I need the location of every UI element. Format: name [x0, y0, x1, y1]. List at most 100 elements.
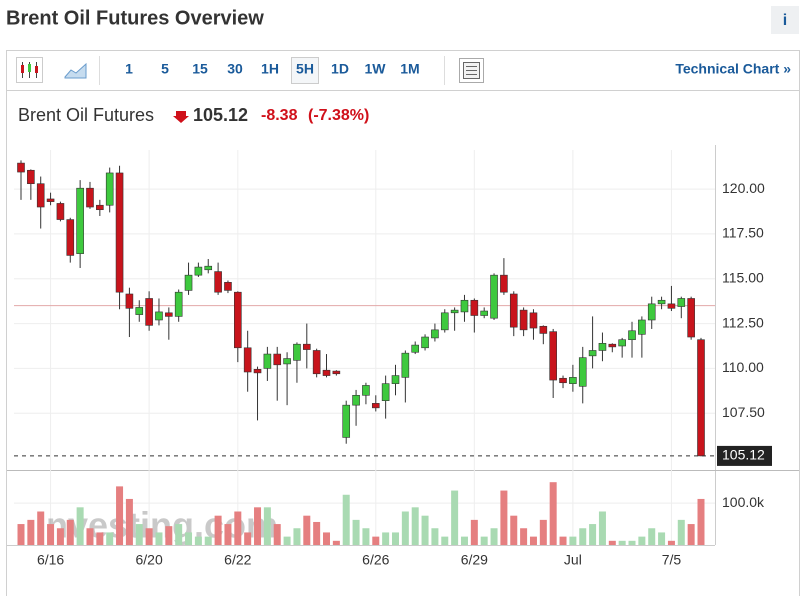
volume-bar: [667, 540, 675, 545]
info-icon[interactable]: i: [783, 12, 787, 29]
candle-body: [569, 377, 577, 384]
candle-body: [470, 299, 479, 316]
volume-bar: [66, 519, 74, 545]
candle-body: [27, 169, 35, 185]
volume-bar: [529, 536, 537, 545]
volume-bar: [165, 526, 173, 545]
candle-body: [490, 274, 498, 319]
candle-body: [273, 353, 282, 366]
interval-button[interactable]: 30: [227, 61, 243, 77]
candle-body: [460, 299, 469, 313]
volume-bar: [618, 540, 626, 545]
interval-button[interactable]: 1W: [365, 61, 387, 77]
candle-body: [440, 312, 449, 331]
table-icon[interactable]: [459, 58, 484, 83]
volume-bar: [76, 507, 84, 545]
y-tick-label: 120.00: [722, 180, 765, 196]
candle-body: [638, 319, 646, 335]
candle-body: [243, 347, 252, 373]
candle-body: [657, 299, 666, 305]
y-tick-label: 110.00: [722, 359, 764, 375]
candle-body: [332, 370, 341, 375]
volume-bar: [332, 540, 340, 545]
volume-bar: [37, 511, 45, 545]
y-tick-label: 117.50: [722, 225, 764, 241]
x-tick-label: 7/5: [662, 552, 682, 568]
technical-chart-link[interactable]: Technical Chart »: [675, 61, 791, 77]
volume-bar: [96, 532, 104, 545]
volume-bar: [194, 536, 202, 545]
volume-bar: [520, 528, 528, 545]
volume-bar: [500, 490, 508, 545]
volume-bar: [391, 532, 399, 545]
candle-body: [559, 377, 567, 384]
y-tick-label: 112.50: [722, 314, 764, 330]
volume-bar: [441, 536, 449, 545]
candle-body: [96, 204, 104, 211]
candle-body: [578, 357, 587, 387]
volume-bar: [549, 482, 557, 545]
interval-button[interactable]: 1: [125, 61, 133, 77]
volume-bar: [539, 519, 547, 545]
candle-body: [362, 385, 370, 396]
instrument-name: Brent Oil Futures: [18, 105, 154, 125]
volume-bar: [421, 515, 429, 545]
volume-bar: [263, 507, 271, 545]
candle-body: [608, 343, 617, 348]
candle-body: [431, 329, 439, 339]
volume-bar: [185, 532, 193, 545]
volume-bar: [86, 528, 94, 545]
x-tick-label: 6/26: [362, 552, 389, 568]
candle-body: [214, 271, 222, 293]
volume-bar: [411, 507, 419, 545]
page-title: Brent Oil Futures Overview: [6, 7, 264, 29]
x-tick-label: 6/29: [461, 552, 488, 568]
candle-body: [135, 307, 144, 315]
volume-bar: [204, 536, 212, 545]
candle-body: [234, 291, 242, 349]
volume-bar: [254, 507, 262, 545]
candle-body: [371, 403, 380, 409]
volume-bar: [313, 521, 321, 545]
candle-body: [549, 331, 557, 381]
volume-bar: [342, 494, 350, 545]
candle-body: [145, 298, 153, 326]
volume-bar: [372, 536, 380, 545]
volume-bar: [658, 532, 666, 545]
volume-bar: [579, 528, 587, 545]
volume-bar: [145, 528, 153, 545]
volume-bar: [27, 519, 35, 545]
interval-button[interactable]: 15: [192, 61, 208, 77]
area-icon[interactable]: [64, 62, 87, 79]
volume-bar: [648, 528, 656, 545]
candle-body: [105, 172, 114, 206]
interval-button[interactable]: 1D: [331, 61, 349, 77]
volume-bar: [155, 532, 163, 545]
volume-bar: [234, 511, 242, 545]
candle-icon[interactable]: [16, 57, 43, 83]
candle-body: [283, 358, 291, 365]
candle-body: [381, 383, 390, 401]
candle-body: [667, 303, 676, 309]
y-tick-label: 100.0k: [722, 494, 765, 510]
interval-button[interactable]: 1M: [400, 61, 419, 77]
interval-button[interactable]: 5H: [296, 61, 314, 77]
volume-bar: [224, 524, 232, 545]
candle-body: [302, 343, 311, 350]
volume-bar: [362, 528, 370, 545]
volume-bar: [401, 511, 409, 545]
volume-bar: [135, 524, 143, 545]
info-button[interactable]: [771, 6, 799, 34]
candle-body: [46, 198, 55, 202]
x-tick-label: Jul: [564, 552, 582, 568]
volume-bar: [638, 536, 646, 545]
candle-body: [322, 369, 331, 376]
interval-button[interactable]: 1H: [261, 61, 279, 77]
interval-button[interactable]: 5: [161, 61, 169, 77]
volume-bar: [628, 540, 636, 545]
candle-body: [36, 183, 45, 208]
volume-bar: [116, 486, 124, 545]
volume-bar: [589, 524, 597, 545]
candle-body: [480, 310, 488, 316]
candle-body: [687, 298, 695, 338]
